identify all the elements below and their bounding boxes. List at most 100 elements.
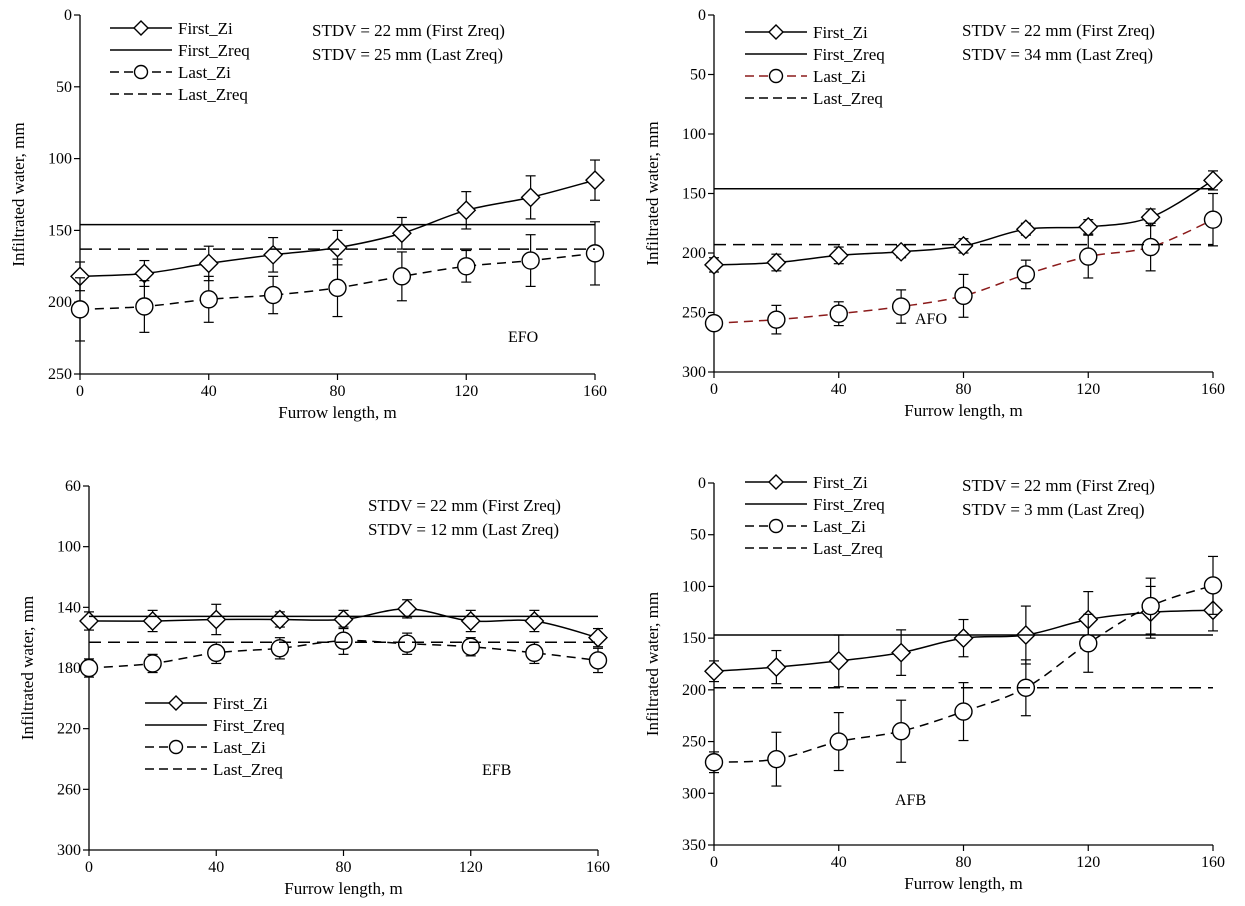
x-tick-label: 40	[208, 859, 224, 876]
data-point-diamond	[585, 170, 605, 191]
x-axis-title: Furrow length, m	[904, 874, 1023, 893]
y-tick-label: 250	[682, 734, 706, 751]
data-point-circle	[1203, 210, 1223, 229]
data-point-diamond	[891, 642, 912, 663]
data-point-diamond	[460, 610, 481, 631]
data-point-diamond	[206, 609, 227, 630]
x-tick-label: 160	[1201, 854, 1225, 871]
panel-label: EFB	[482, 762, 511, 779]
data-point-diamond	[79, 610, 99, 631]
stdv-annotation: STDV = 22 mm (First Zreq)	[962, 476, 1155, 495]
legend-label: Last_Zreq	[178, 85, 248, 104]
y-axis-title: Infiltrated water, mm	[643, 592, 662, 736]
y-tick-label: 140	[57, 599, 81, 616]
y-tick-label: 50	[690, 527, 706, 544]
legend-label: Last_Zi	[813, 517, 866, 536]
x-tick-label: 80	[330, 383, 346, 400]
legend-label: First_Zreq	[178, 41, 250, 60]
x-tick-label: 40	[201, 383, 217, 400]
y-tick-label: 100	[57, 539, 81, 556]
legend-marker-diamond	[168, 695, 184, 711]
y-tick-label: 250	[48, 366, 72, 383]
data-point-circle	[891, 722, 911, 741]
data-point-diamond	[134, 263, 155, 284]
y-tick-label: 150	[682, 630, 706, 647]
panel-label: EFO	[508, 329, 538, 346]
legend-marker-circle	[768, 518, 784, 534]
x-tick-label: 40	[831, 854, 847, 871]
data-point-diamond	[391, 223, 412, 244]
x-tick-label: 80	[956, 854, 972, 871]
data-point-diamond	[198, 253, 219, 274]
legend-label: First_Zi	[178, 19, 233, 38]
data-point-diamond	[891, 241, 912, 262]
x-tick-label: 0	[76, 383, 84, 400]
data-point-diamond	[953, 628, 974, 649]
data-point-circle	[585, 244, 605, 263]
y-tick-label: 100	[682, 578, 706, 595]
x-tick-label: 0	[710, 381, 718, 398]
data-point-circle	[1079, 634, 1098, 653]
panel-label: AFO	[915, 311, 947, 328]
x-tick-label: 80	[956, 381, 972, 398]
x-tick-label: 0	[85, 859, 93, 876]
legend-label: First_Zi	[213, 694, 268, 713]
data-point-circle	[1079, 247, 1098, 266]
y-tick-label: 260	[57, 781, 81, 798]
y-tick-label: 200	[48, 294, 72, 311]
legend-label: Last_Zreq	[213, 760, 283, 779]
data-point-diamond	[1203, 170, 1223, 191]
y-tick-label: 300	[57, 842, 81, 859]
data-point-diamond	[828, 245, 849, 266]
data-point-circle	[954, 286, 973, 306]
legend-label: First_Zreq	[213, 716, 285, 735]
y-tick-label: 200	[682, 682, 706, 699]
legend-marker-diamond	[768, 474, 784, 490]
data-point-circle	[457, 257, 476, 276]
data-point-diamond	[828, 650, 849, 671]
data-point-circle	[270, 639, 290, 658]
data-point-circle	[392, 267, 412, 286]
data-point-circle	[461, 637, 480, 656]
data-point-diamond	[397, 598, 418, 619]
data-point-circle	[199, 290, 218, 309]
data-point-circle	[328, 278, 347, 298]
y-tick-label: 350	[682, 837, 706, 854]
data-point-circle	[829, 732, 848, 751]
legend-label: Last_Zi	[813, 67, 866, 86]
panel-label: AFB	[895, 792, 926, 809]
legend-label: Last_Zreq	[813, 539, 883, 558]
series-last-zi	[704, 192, 1223, 335]
data-point-circle	[207, 643, 226, 663]
data-point-diamond	[953, 235, 974, 256]
data-point-circle	[1016, 265, 1036, 284]
x-tick-label: 120	[1076, 854, 1100, 871]
data-point-circle	[521, 251, 540, 270]
data-point-circle	[954, 702, 973, 721]
stdv-annotation: STDV = 34 mm (Last Zreq)	[962, 45, 1153, 64]
legend-marker-circle	[133, 64, 149, 80]
x-axis-title: Furrow length, m	[904, 401, 1023, 420]
x-tick-label: 160	[586, 859, 610, 876]
data-point-circle	[263, 285, 283, 305]
y-tick-label: 250	[682, 305, 706, 322]
x-tick-label: 160	[583, 383, 607, 400]
x-tick-label: 0	[710, 854, 718, 871]
data-point-circle	[79, 658, 99, 678]
data-point-circle	[767, 749, 786, 769]
x-tick-label: 40	[831, 381, 847, 398]
y-axis-title: Infiltrated water, mm	[643, 121, 662, 265]
data-point-circle	[334, 631, 353, 650]
x-tick-label: 80	[336, 859, 352, 876]
data-point-circle	[1141, 596, 1160, 616]
data-point-circle	[143, 654, 162, 673]
y-tick-label: 0	[64, 7, 72, 24]
stdv-annotation: STDV = 12 mm (Last Zreq)	[368, 520, 559, 539]
data-point-circle	[1141, 237, 1160, 257]
data-point-diamond	[263, 244, 284, 265]
data-point-circle	[767, 310, 786, 329]
